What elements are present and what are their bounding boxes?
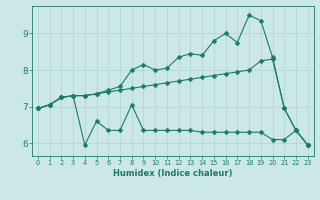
X-axis label: Humidex (Indice chaleur): Humidex (Indice chaleur) [113,169,233,178]
